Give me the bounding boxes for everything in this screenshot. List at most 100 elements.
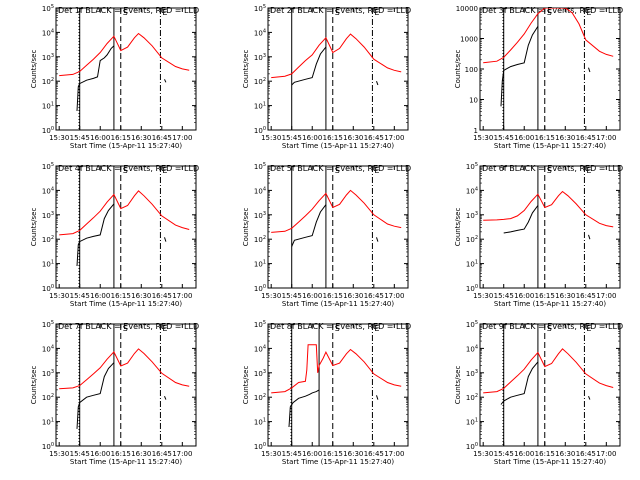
y-tick-label: 105	[466, 320, 478, 329]
y-tick-label: 100	[254, 126, 266, 135]
x-tick-label: 16:45	[152, 134, 172, 142]
end-marker-label: E	[374, 8, 379, 17]
panel-title: Det 5f BLACK = Events, RED = LLD	[270, 164, 411, 173]
end-marker-label: E	[162, 166, 167, 175]
x-tick-label: 15:30	[261, 292, 281, 300]
x-tick-label: 15:45	[70, 450, 90, 458]
y-tick-label: 105	[466, 162, 478, 171]
x-axis-label: Start Time (15-Apr-11 15:27:40)	[494, 458, 606, 466]
y-tick-label: 100	[466, 284, 478, 293]
x-tick-label: 16:45	[364, 450, 384, 458]
y-tick-label: 105	[254, 320, 266, 329]
x-tick-label: 16:30	[131, 450, 151, 458]
x-axis-label: Start Time (15-Apr-11 15:27:40)	[70, 458, 182, 466]
series-line	[376, 81, 379, 86]
panel-title: Det 1f BLACK = Events, RED = LLD	[58, 6, 199, 15]
y-axis-label: Counts/sec	[242, 366, 250, 405]
x-tick-label: 16:30	[555, 134, 575, 142]
plot-frame	[479, 165, 621, 289]
y-tick-label: 101	[42, 260, 54, 269]
y-tick-label: 105	[254, 4, 266, 13]
x-tick-label: 16:15	[111, 134, 131, 142]
x-tick-label: 16:30	[555, 450, 575, 458]
y-tick-label: 1	[474, 127, 478, 135]
end-marker-label: E	[374, 324, 379, 333]
series-line	[376, 395, 379, 400]
series-line	[288, 389, 320, 428]
y-tick-label: 100	[465, 66, 478, 74]
x-axis-label: Start Time (15-Apr-11 15:27:40)	[494, 300, 606, 308]
start-marker-label: S	[123, 166, 128, 175]
plot-frame	[55, 323, 197, 447]
series-line	[483, 8, 614, 64]
y-tick-label: 102	[42, 393, 54, 402]
y-axis-label: Counts/sec	[242, 208, 250, 247]
detector-panel-6: Det 6f BLACK = Events, RED = LLD 100 101 10…	[454, 162, 623, 308]
start-marker-label: S	[335, 324, 340, 333]
y-axis-label: Counts/sec	[454, 50, 462, 89]
end-marker-label: E	[162, 324, 167, 333]
x-tick-label: 15:30	[261, 450, 281, 458]
detector-panel-3: Det 3f BLACK = Events, RED = LLD 1 10 100 10…	[454, 5, 623, 150]
x-tick-label: 16:15	[323, 450, 343, 458]
x-tick-label: 15:45	[494, 134, 514, 142]
x-tick-label: 16:45	[364, 134, 384, 142]
x-tick-label: 16:00	[90, 450, 110, 458]
y-tick-label: 103	[466, 369, 478, 378]
x-tick-label: 16:00	[302, 134, 322, 142]
x-axis-label: Start Time (15-Apr-11 15:27:40)	[70, 142, 182, 150]
x-tick-label: 16:45	[152, 292, 172, 300]
series-line	[271, 344, 402, 394]
y-tick-label: 101	[42, 102, 54, 111]
y-tick-label: 103	[254, 53, 266, 62]
end-marker-label: E	[162, 8, 167, 17]
y-tick-label: 1000	[460, 36, 478, 44]
series-line	[291, 46, 327, 86]
x-tick-label: 15:45	[282, 450, 302, 458]
y-tick-label: 100	[254, 284, 266, 293]
y-axis-label: Counts/sec	[242, 50, 250, 89]
x-tick-label: 15:45	[282, 134, 302, 142]
x-tick-label: 16:45	[576, 134, 596, 142]
x-tick-label: 15:45	[70, 292, 90, 300]
x-tick-label: 16:30	[131, 292, 151, 300]
x-tick-label: 17:00	[384, 292, 404, 300]
detector-panel-8: Det 8f BLACK = Events, RED = LLD 100 101 10…	[242, 320, 411, 466]
plot-frame	[267, 165, 409, 289]
x-tick-label: 15:30	[49, 450, 69, 458]
detector-panel-4: Det 4f BLACK = Events, RED = LLD 100 101 10…	[30, 162, 199, 308]
y-tick-label: 102	[42, 77, 54, 86]
series-line	[164, 396, 167, 400]
series-line	[588, 234, 591, 240]
x-tick-label: 16:00	[90, 134, 110, 142]
series-line	[164, 79, 167, 83]
x-axis-label: Start Time (15-Apr-11 15:27:40)	[282, 458, 394, 466]
x-tick-label: 16:15	[111, 450, 131, 458]
x-tick-label: 17:00	[596, 450, 616, 458]
y-tick-label: 102	[466, 393, 478, 402]
x-tick-label: 16:15	[535, 292, 555, 300]
y-tick-label: 102	[254, 393, 266, 402]
series-line	[164, 237, 167, 242]
x-tick-label: 17:00	[172, 134, 192, 142]
y-tick-label: 105	[42, 4, 54, 13]
x-tick-label: 16:45	[576, 292, 596, 300]
y-tick-label: 100	[254, 442, 266, 451]
plot-frame	[55, 7, 197, 131]
detector-panel-7: Det 7f BLACK = Events, RED = LLD 100 101 10…	[30, 320, 199, 466]
y-tick-label: 104	[42, 344, 54, 353]
series-line	[483, 348, 614, 394]
x-tick-label: 16:00	[302, 450, 322, 458]
x-axis-label: Start Time (15-Apr-11 15:27:40)	[70, 300, 182, 308]
x-tick-label: 16:15	[535, 134, 555, 142]
series-line	[500, 26, 539, 107]
y-tick-label: 105	[42, 320, 54, 329]
x-tick-label: 16:15	[111, 292, 131, 300]
x-axis-label: Start Time (15-Apr-11 15:27:40)	[494, 142, 606, 150]
panel-title: Det 6f BLACK = Events, RED = LLD	[482, 164, 623, 173]
y-tick-label: 104	[466, 186, 478, 195]
y-axis-label: Counts/sec	[454, 208, 462, 247]
panel-title: Det 7f BLACK = Events, RED = LLD	[58, 322, 199, 331]
x-tick-label: 17:00	[596, 292, 616, 300]
